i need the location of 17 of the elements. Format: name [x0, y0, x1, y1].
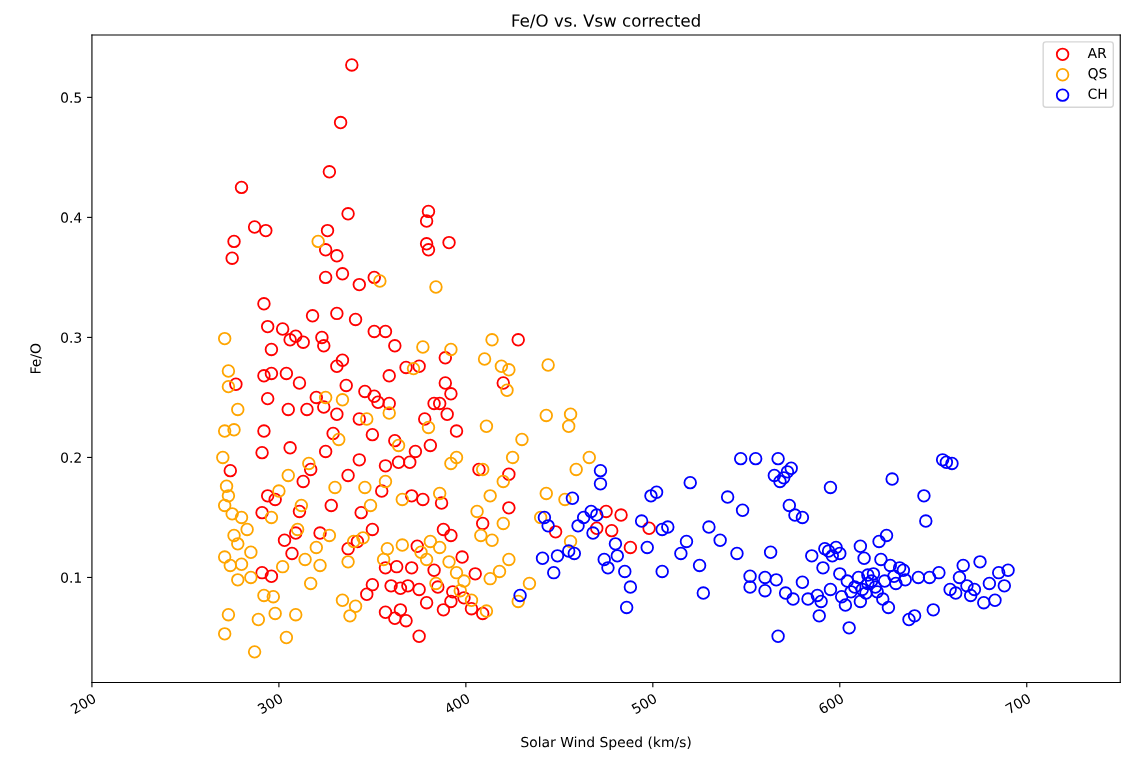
- x-tick-label: 400: [443, 692, 471, 715]
- y-tick-label: 0.1: [61, 572, 81, 583]
- y-tick-label: 0.5: [61, 92, 81, 103]
- x-tick-label: 600: [817, 692, 845, 715]
- legend-label: CH: [1088, 88, 1107, 99]
- y-axis-title: Fe/O: [30, 343, 42, 374]
- x-tick-label: 700: [1004, 692, 1032, 715]
- x-tick-label: 500: [630, 692, 658, 715]
- x-tick-label: 300: [256, 692, 284, 715]
- x-axis-title: Solar Wind Speed (km/s): [521, 736, 691, 750]
- y-tick-label: 0.4: [61, 212, 82, 223]
- x-tick-label: 200: [69, 692, 97, 715]
- y-tick-label: 0.3: [61, 332, 82, 343]
- y-tick-label: 0.2: [61, 452, 81, 463]
- chart-title: Fe/O vs. Vsw corrected: [512, 13, 700, 29]
- legend-label: QS: [1088, 68, 1107, 81]
- legend-label: AR: [1087, 47, 1107, 59]
